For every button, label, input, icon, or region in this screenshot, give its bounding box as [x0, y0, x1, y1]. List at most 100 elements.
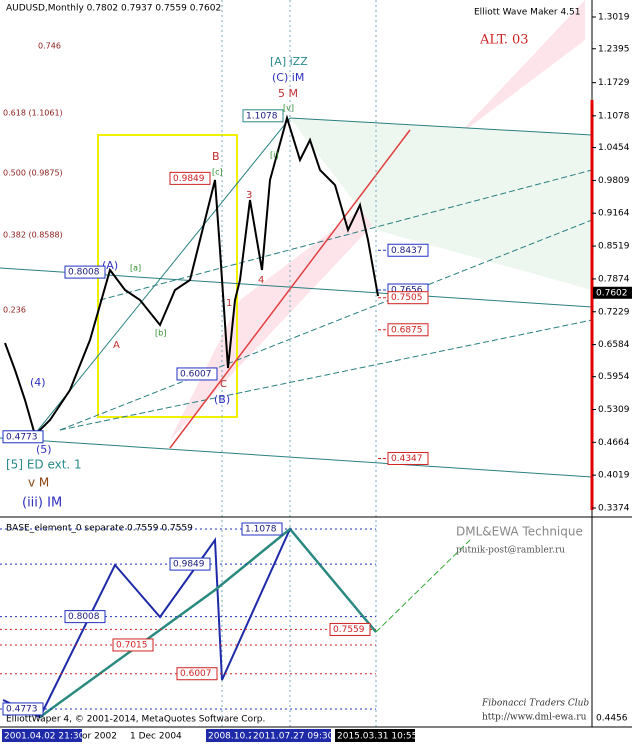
axis-label: 0.3374 — [598, 504, 630, 514]
time-label: 1 Dec 2004 — [130, 732, 182, 742]
price-box — [169, 557, 211, 571]
wave-label: [c] — [212, 168, 223, 177]
fib-level: 0.236 — [3, 306, 26, 315]
wave-label: [a] — [130, 264, 141, 273]
channel-lines — [0, 117, 593, 478]
time-label-bg — [2, 729, 82, 742]
axis-label: 0.4019 — [598, 471, 630, 481]
price-box — [64, 610, 106, 624]
price-box-label: 0.6007 — [180, 669, 212, 679]
price-box-label: 1.1078 — [246, 111, 278, 121]
price-box — [64, 265, 106, 279]
axis-label: 0.9164 — [598, 209, 630, 219]
fib-level: 0.500 (0.9875) — [3, 169, 63, 178]
time-label: 2011.07.27 09:30 — [253, 732, 334, 742]
price-box-label: 0.4773 — [6, 432, 38, 442]
price-box — [176, 667, 218, 681]
axis-label: 1.1729 — [598, 78, 630, 88]
price-box — [2, 430, 44, 444]
wave-label: (4) — [30, 376, 46, 389]
price-box-label: 0.8008 — [68, 612, 100, 622]
wave-label: 4 — [258, 275, 264, 286]
price-box — [169, 171, 211, 185]
price-bars — [4, 114, 379, 437]
projection — [375, 539, 471, 633]
price-box-label: 0.4347 — [391, 454, 423, 464]
alt-label: ALT. 03 — [479, 33, 529, 48]
time-label: 2015.03.31 10:55 — [337, 732, 417, 742]
wave-label: (iii) IM — [22, 496, 62, 511]
time-label: 2008.10.27 22: — [208, 732, 277, 742]
channel-fill — [290, 118, 592, 290]
wave-label: (A) — [102, 259, 118, 272]
vertical-dashes — [221, 0, 377, 727]
price-box-label: 0.6875 — [391, 325, 423, 335]
price-box — [2, 702, 44, 716]
indicator-name: Elliott Wave Maker 4.51 — [474, 8, 580, 18]
time-label: 2001.04.02 21:30 — [4, 732, 85, 742]
wave-label: A — [113, 340, 120, 351]
email: putnik-post@rambler.ru — [456, 546, 565, 556]
axis-label: 1.2395 — [598, 44, 630, 54]
lower-axis-label: 0.4456 — [596, 714, 628, 724]
fib-level: 0.618 (1.1061) — [3, 109, 63, 118]
price-box — [112, 638, 154, 652]
price-box — [387, 451, 429, 465]
symbol-header: AUDUSD,Monthly 0.7802 0.7937 0.7559 0.76… — [6, 4, 221, 14]
axis-label: 0.5954 — [598, 372, 630, 382]
price-box — [387, 291, 429, 305]
price-box-label: 0.7656 — [391, 286, 423, 296]
time-label-bg — [251, 729, 331, 742]
wave-label: 3 — [246, 190, 252, 201]
wave-label: [b] — [155, 329, 166, 338]
axis-label: 1.0454 — [598, 143, 630, 153]
axis-label: 0.7874 — [598, 274, 630, 284]
price-box-label: 1.1078 — [245, 525, 277, 535]
fib-level: 0.382 (0.8588) — [3, 231, 63, 240]
current-price-bg — [593, 286, 632, 299]
price-box-label: 0.4773 — [6, 704, 38, 714]
watermark: DML&EWA Technique — [456, 525, 583, 539]
axis-label: 0.4664 — [598, 438, 630, 448]
wave-label: 1 — [226, 298, 232, 309]
wave-label: (C) iM — [272, 71, 304, 84]
time-label-bg — [335, 729, 415, 742]
wave-label: [A] iZZ — [270, 55, 308, 68]
axis-label: 1.3019 — [598, 13, 630, 23]
axis-label: 0.6584 — [598, 340, 630, 350]
price-box — [329, 622, 371, 636]
price-box-label: 0.9849 — [173, 560, 205, 570]
club: Fibonacci Traders Club — [481, 699, 589, 709]
axis-label: 0.9809 — [598, 176, 630, 186]
price-box-label: 0.9849 — [173, 174, 205, 184]
wave-label: [i] — [270, 151, 278, 160]
price-box — [387, 243, 429, 257]
lower-trend — [39, 527, 377, 719]
wave-label: 5 M — [278, 87, 298, 100]
url: http://www.dml-ewa.ru — [482, 713, 587, 723]
lower-zigzag — [2, 527, 377, 719]
wave-label: C — [220, 379, 227, 390]
red-trend — [169, 129, 411, 449]
current-price: 0.7602 — [596, 288, 628, 298]
price-box — [241, 522, 283, 536]
price-box — [387, 323, 429, 337]
axis-label: 1.1078 — [598, 111, 630, 121]
fib-level: 0.746 — [38, 42, 61, 51]
price-box-label: 0.7505 — [391, 293, 423, 303]
price-box — [242, 109, 284, 123]
wave-label: (5) — [36, 443, 52, 456]
wave-label: (B) — [214, 393, 230, 406]
wave-label: [v] — [283, 104, 294, 113]
axis-label: 0.8519 — [598, 242, 630, 252]
price-box-label: 0.8437 — [391, 246, 423, 256]
price-box-label: 0.7559 — [333, 625, 365, 635]
wave-label: B — [212, 150, 220, 163]
price-box — [176, 367, 218, 381]
wave-label: [5] ED ext. 1 — [6, 458, 82, 472]
price-box-label: 0.8008 — [68, 268, 100, 278]
wave-label: v M — [28, 476, 49, 490]
time-label: or 2002 — [82, 732, 117, 742]
